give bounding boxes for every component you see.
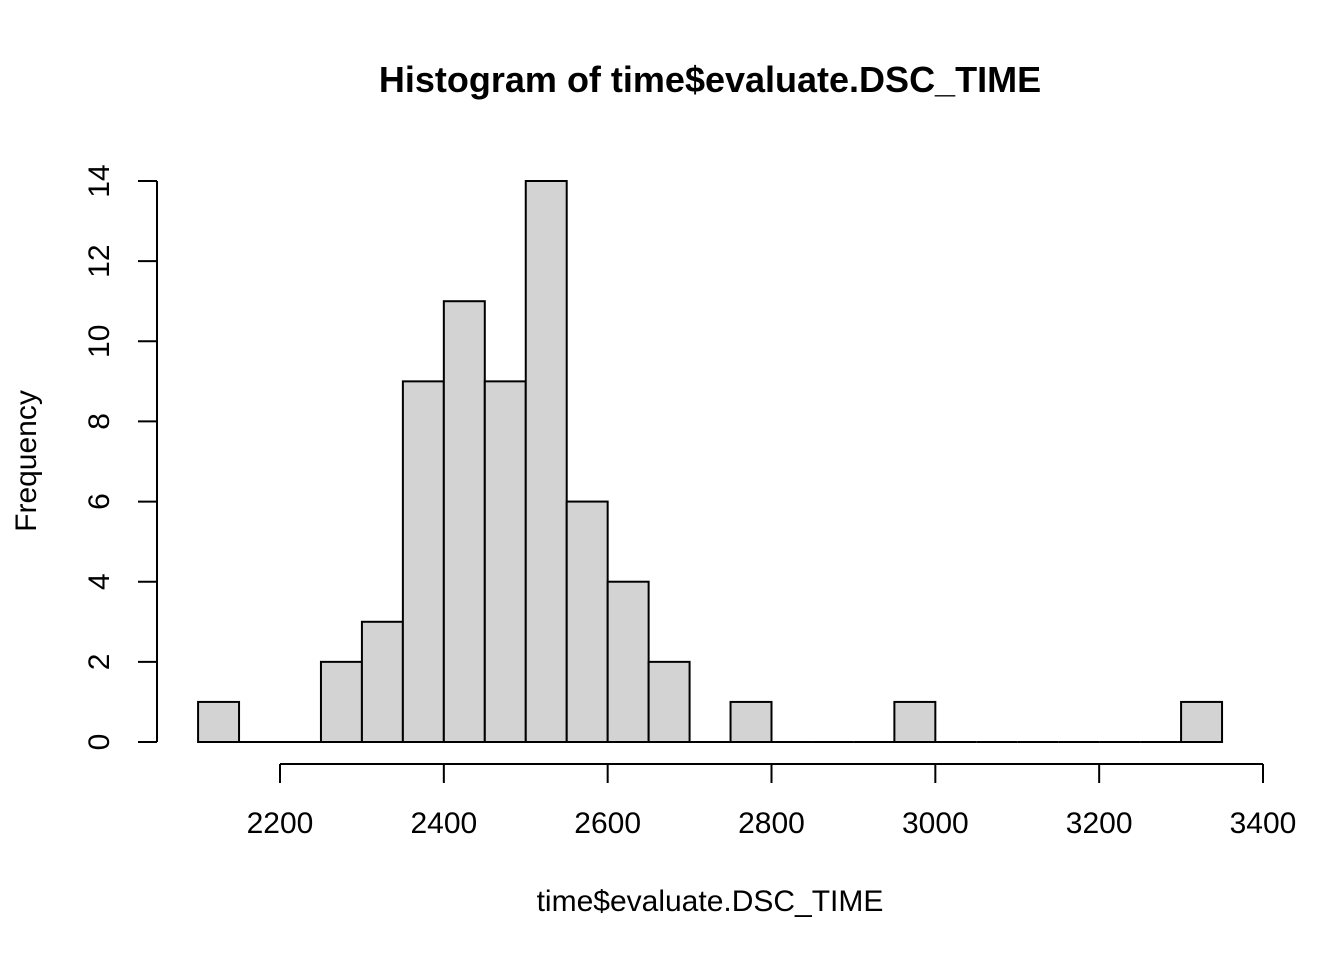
y-tick-label-6: 6 [83,493,116,510]
histogram-bar-2250-2300 [319,660,363,743]
histogram-bar-2950-3000 [893,700,937,744]
x-axis-label: time$evaluate.DSC_TIME [537,885,884,918]
y-axis: 0 2 4 6 8 10 12 14 [83,164,158,751]
y-tick-label-10: 10 [83,325,116,358]
x-axis: 2200 2400 2600 2800 3000 3200 3400 [247,763,1297,840]
histogram-bar-2550-2600 [565,500,609,744]
x-tick-label-3400: 3400 [1230,807,1297,840]
y-tick-label-4: 4 [83,573,116,590]
x-tick-label-2200: 2200 [247,807,314,840]
histogram-bar-2750-2800 [729,700,773,744]
y-tick-label-14: 14 [83,164,116,197]
histogram-bar-2600-2650 [606,580,650,744]
histogram-bar-2400-2450 [442,300,486,743]
histogram-bar-2450-2500 [483,380,527,743]
y-tick-label-2: 2 [83,654,116,671]
x-tick-label-2400: 2400 [410,807,477,840]
chart-title: Histogram of time$evaluate.DSC_TIME [379,59,1041,100]
histogram-bar-2500-2550 [524,180,568,743]
histogram-bar-3300-3350 [1180,700,1224,744]
bars-group [197,180,1224,744]
y-tick-label-12: 12 [83,244,116,277]
y-tick-label-8: 8 [83,413,116,430]
x-tick-label-2600: 2600 [574,807,641,840]
histogram-bar-2100-2150 [197,700,241,744]
y-axis-label: Frequency [10,390,43,532]
x-tick-label-2800: 2800 [738,807,805,840]
histogram-bar-2300-2350 [360,620,404,743]
histogram-bar-2350-2400 [401,380,445,743]
x-tick-label-3200: 3200 [1066,807,1133,840]
histogram-bar-2650-2700 [647,660,691,743]
y-tick-label-0: 0 [83,734,116,751]
x-tick-label-3000: 3000 [902,807,969,840]
